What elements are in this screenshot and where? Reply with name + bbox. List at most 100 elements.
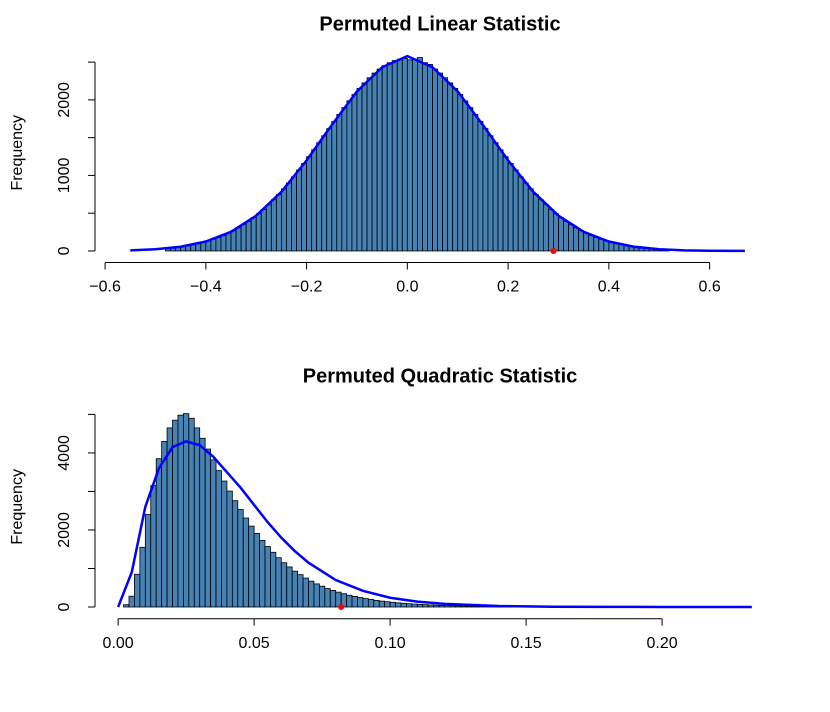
x-tick-label: 0.4 [598, 279, 620, 296]
density-line [130, 54, 745, 253]
x-tick-label: 0.05 [239, 635, 270, 652]
bar [357, 597, 364, 608]
bar [593, 236, 600, 252]
bar [447, 82, 454, 252]
bar [280, 562, 288, 608]
bar [487, 135, 494, 252]
bar [537, 199, 544, 252]
bar [517, 176, 524, 252]
bar [378, 600, 386, 608]
bar [460, 605, 467, 608]
bar [522, 182, 529, 252]
chart-title: Permuted Quadratic Statistic [303, 365, 578, 387]
bar [245, 220, 252, 252]
bar [406, 603, 413, 608]
y-axis-label: Frequency [9, 469, 26, 545]
bar [144, 514, 152, 608]
bar [318, 585, 326, 608]
bar [548, 208, 554, 252]
bar [588, 234, 595, 252]
bar [432, 68, 438, 252]
bar [291, 570, 299, 608]
bar [381, 65, 388, 252]
bar [401, 58, 408, 252]
bar [452, 88, 459, 252]
bar [296, 169, 302, 252]
bar [512, 169, 519, 252]
bar [427, 604, 435, 608]
bar [346, 100, 353, 252]
bar [204, 448, 211, 608]
x-tick-label: 0.20 [647, 635, 678, 652]
x-tick-label: 0.0 [396, 279, 418, 296]
bar [502, 156, 509, 252]
bar [225, 232, 232, 252]
bar [427, 63, 433, 252]
bar [457, 94, 464, 252]
bar [161, 440, 168, 608]
bar [444, 605, 451, 608]
bar [128, 595, 135, 608]
bar [324, 588, 331, 608]
bar [406, 59, 413, 252]
y-tick-label: 4000 [56, 435, 73, 471]
bar [220, 234, 227, 252]
y-tick-label: 0 [56, 602, 73, 611]
bar [275, 194, 282, 252]
bar [437, 72, 444, 252]
x-tick-label: −0.6 [89, 279, 121, 296]
bar [308, 580, 315, 608]
x-tick-label: 0.15 [511, 635, 542, 652]
y-tick-label: 2000 [56, 82, 73, 118]
bar [259, 539, 266, 608]
bar [346, 594, 353, 608]
bar [472, 114, 479, 252]
bar [265, 204, 272, 252]
bar [396, 58, 403, 252]
y-axis-label: Frequency [9, 115, 26, 191]
bar [235, 227, 242, 252]
bar [291, 176, 297, 252]
x-tick-label: −0.2 [291, 279, 323, 296]
x-tick-label: 0.10 [375, 635, 406, 652]
bar [492, 142, 499, 252]
bar [281, 188, 287, 252]
bar [373, 599, 380, 608]
bar [306, 156, 313, 252]
bar [578, 230, 585, 252]
bar [215, 470, 222, 608]
bar [248, 525, 255, 608]
bar [226, 490, 233, 608]
bar [275, 557, 282, 608]
observed-point [338, 603, 345, 610]
bar [210, 459, 217, 608]
bar [193, 427, 201, 608]
bar [386, 62, 393, 252]
bar [270, 551, 277, 608]
bar [331, 121, 338, 252]
bar [150, 485, 157, 608]
bar [465, 605, 473, 608]
bar [321, 135, 328, 252]
observed-point [550, 247, 557, 254]
bar [302, 577, 309, 608]
bar [356, 88, 363, 252]
x-tick-label: 0.6 [698, 279, 720, 296]
bar [598, 238, 605, 252]
bar [155, 458, 163, 608]
y-tick-label: 2000 [56, 512, 73, 548]
bar [542, 204, 549, 252]
bar [573, 227, 580, 252]
bar [230, 230, 237, 252]
bar [264, 546, 271, 608]
bar [255, 213, 262, 252]
bar [417, 57, 423, 252]
bar [240, 224, 247, 252]
bar [438, 604, 445, 608]
bar [286, 566, 293, 608]
bar [507, 163, 514, 252]
bar [583, 232, 590, 252]
bar [527, 188, 534, 252]
bar [400, 602, 407, 608]
bar [313, 583, 320, 608]
